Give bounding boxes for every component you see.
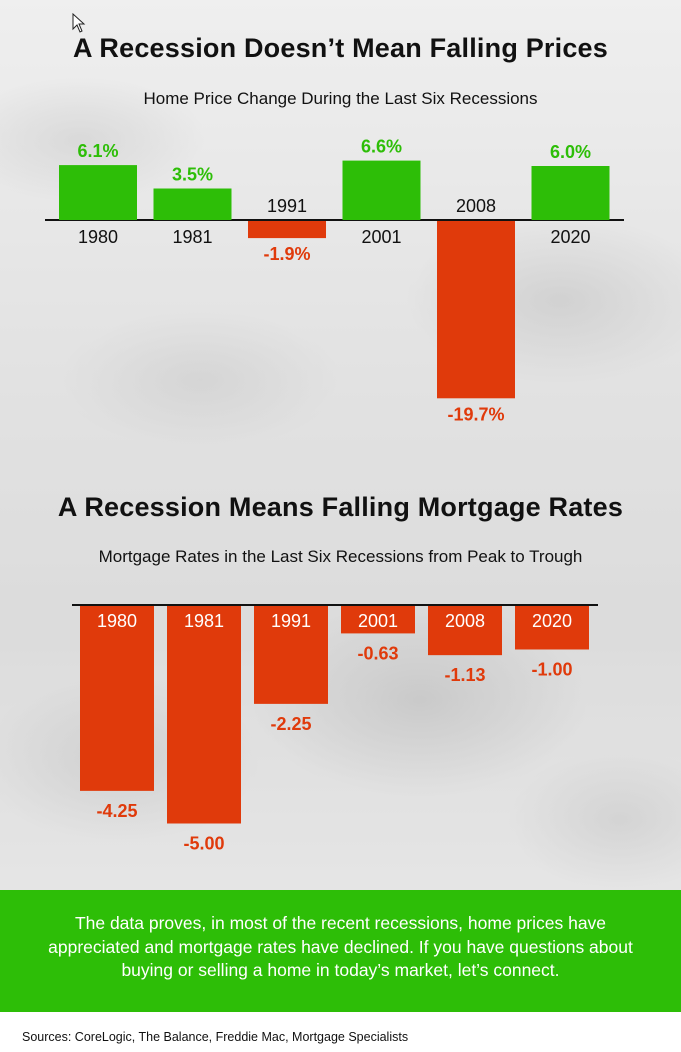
chart1-value-label: 6.0%	[550, 142, 591, 162]
chart1-value-label: 6.6%	[361, 137, 402, 157]
chart1-category-label: 1981	[172, 227, 212, 247]
chart2-category-label: 2020	[532, 611, 572, 631]
chart1-category-label: 1980	[78, 227, 118, 247]
footer-band	[0, 890, 681, 1012]
chart1-value-label: 6.1%	[77, 141, 118, 161]
chart1-value-label: 3.5%	[172, 165, 213, 185]
chart2-value-label: -4.25	[96, 801, 137, 821]
chart2-value-label: -2.25	[270, 714, 311, 734]
chart1-title: A Recession Doesn’t Mean Falling Prices	[73, 33, 608, 63]
mortgage-rate-chart: 1980 -4.25 1981 -5.00 1991 -2.25 2001 -0.63 2008…	[72, 604, 598, 854]
chart1-category-label: 2008	[456, 196, 496, 216]
chart1-bar-2001	[342, 160, 421, 220]
chart2-title: A Recession Means Falling Mortgage Rates	[57, 492, 624, 522]
chart2-category-label: 1981	[184, 611, 224, 631]
chart1-category-label: 2020	[550, 227, 590, 247]
chart2-value-label: -1.00	[531, 660, 572, 680]
chart2-bar-1991	[254, 606, 328, 704]
chart2-value-label: -0.63	[357, 643, 398, 663]
chart2-subtitle: Mortgage Rates in the Last Six Recession…	[98, 547, 583, 566]
chart2-value-label: -1.13	[444, 665, 485, 685]
chart2-category-label: 2008	[445, 611, 485, 631]
chart2-category-label: 2001	[358, 611, 398, 631]
footer-message: The data proves, in most of the recent r…	[48, 913, 633, 980]
chart1-bar-2020	[531, 166, 610, 220]
chart2-bar-1980	[80, 606, 154, 791]
chart1-subtitle: Home Price Change During the Last Six Re…	[143, 89, 538, 108]
chart1-category-label: 2001	[361, 227, 401, 247]
chart1-category-label: 1991	[267, 196, 307, 216]
chart1-bar-1980	[59, 165, 137, 220]
mouse-cursor-icon	[72, 13, 86, 33]
chart1-value-label: -1.9%	[263, 244, 310, 264]
chart2-category-label: 1991	[271, 611, 311, 631]
chart2-bar-2008	[428, 606, 502, 656]
home-price-chart: 6.1% 1980 3.5% 1981 -1.9% 1991 6.6% 2001 -19.7% 2…	[45, 137, 624, 424]
chart1-bar-1991	[248, 221, 326, 239]
sources-note: Sources: CoreLogic, The Balance, Freddie…	[22, 1030, 409, 1044]
chart2-value-label: -5.00	[183, 834, 224, 854]
chart1-bar-2008	[437, 221, 515, 399]
chart1-value-label: -19.7%	[447, 404, 504, 424]
chart2-bar-2020	[515, 606, 589, 650]
chart2-category-label: 1980	[97, 611, 137, 631]
chart2-bar-1981	[167, 606, 241, 824]
chart2-bar-2001	[341, 606, 415, 634]
chart1-bar-1981	[153, 188, 232, 220]
